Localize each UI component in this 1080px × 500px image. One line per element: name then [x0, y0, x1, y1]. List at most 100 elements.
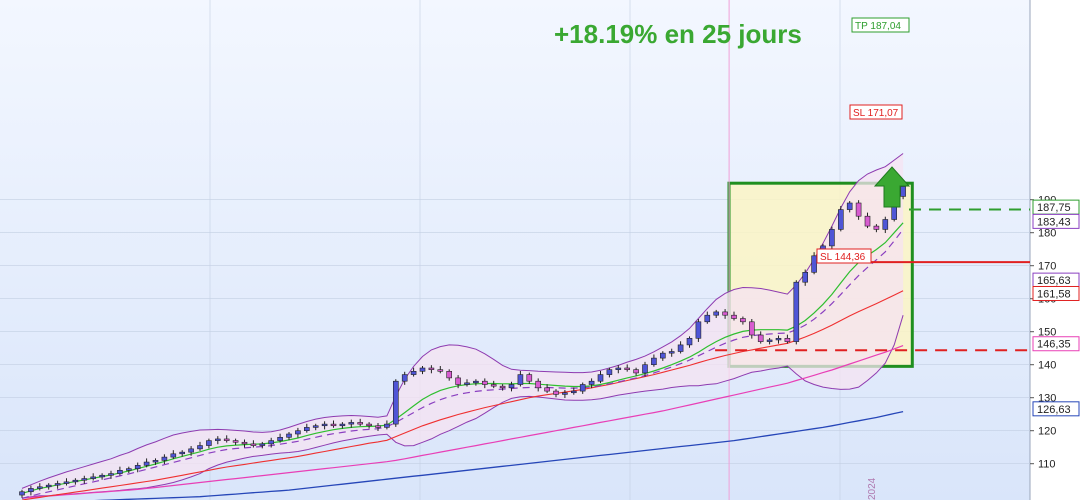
candle-body	[277, 436, 283, 441]
candle-body	[633, 369, 639, 374]
candle-body	[553, 390, 559, 395]
candle-body	[517, 374, 524, 385]
candle-body	[241, 441, 248, 445]
candle-body	[748, 321, 755, 336]
candle-body	[170, 453, 177, 458]
candle-body	[63, 481, 70, 484]
candle-body	[508, 384, 515, 389]
candle-body	[223, 438, 230, 441]
candle-body	[152, 460, 159, 463]
candle-body	[375, 425, 381, 428]
candle-body	[215, 438, 221, 441]
ma-dashed-line	[21, 229, 904, 499]
candle-body	[312, 425, 319, 428]
candle-body	[428, 367, 435, 370]
candle-body	[72, 479, 79, 483]
candle-body	[490, 384, 497, 387]
price-badge-label: 161,58	[1037, 288, 1071, 300]
candle-body	[882, 219, 889, 230]
candle-body	[615, 367, 622, 370]
candle-body	[303, 427, 310, 431]
candle-body	[668, 351, 675, 354]
candle-body	[900, 186, 906, 197]
candle-body	[473, 380, 479, 384]
candle-body	[54, 483, 61, 486]
candle-body	[579, 384, 586, 392]
tp-tag: TP 187,04	[851, 17, 910, 33]
bollinger-bands	[21, 153, 904, 499]
candle-body	[348, 422, 355, 425]
candle-body	[81, 478, 88, 481]
candle-body	[562, 392, 568, 395]
candle-body	[740, 318, 746, 323]
axis-background	[1030, 0, 1080, 500]
price-badge-label: 126,63	[1037, 404, 1071, 416]
y-tick-label: 150	[1038, 327, 1056, 339]
sl-lower-tag-box	[816, 248, 872, 264]
candle-body	[846, 202, 853, 210]
candle-body	[535, 380, 542, 389]
candle-body	[704, 314, 711, 323]
candle-body	[713, 311, 720, 316]
ma-red-line	[21, 290, 904, 500]
y-tick-label: 140	[1038, 360, 1056, 372]
candle-body	[677, 344, 684, 352]
price-badge	[1032, 213, 1080, 229]
tp-tag-label: TP 187,04	[855, 21, 901, 32]
candle-body	[419, 367, 426, 372]
candle-body	[455, 377, 461, 385]
price-badge-label: 183,43	[1037, 216, 1071, 228]
candle-body	[837, 209, 844, 230]
candle-body	[321, 423, 328, 427]
candle-body	[179, 451, 185, 455]
candle-body	[651, 357, 657, 366]
date-marker-fragment: 2024	[867, 477, 878, 500]
candle-body	[90, 476, 96, 479]
candle-body	[464, 382, 470, 385]
candle-body	[410, 370, 417, 375]
candle-body	[134, 465, 141, 469]
y-tick-label: 170	[1038, 261, 1056, 273]
candle-body	[36, 486, 43, 489]
candle-body	[864, 215, 871, 227]
candle-body	[597, 374, 604, 382]
y-tick-label: 180	[1038, 228, 1056, 240]
candle-body	[117, 469, 123, 474]
sl-upper-tag: SL 171,07	[849, 104, 903, 120]
candle-body	[339, 423, 346, 427]
candle-body	[250, 443, 257, 446]
candle-body	[481, 380, 488, 385]
candle-body	[437, 369, 444, 372]
candle-body	[197, 445, 203, 450]
candle-body	[588, 380, 595, 385]
candle-body	[802, 271, 809, 283]
candle-body	[330, 423, 337, 427]
candle-body	[757, 334, 764, 342]
buy-arrow-icon	[873, 166, 911, 208]
price-badge	[1032, 285, 1080, 301]
price-badge-label: 187,75	[1037, 202, 1071, 214]
ma-blue-line	[94, 410, 904, 500]
candle-body	[384, 423, 390, 428]
candle-body	[45, 484, 52, 488]
candle-body	[784, 337, 791, 342]
tp-tag-box	[851, 17, 910, 33]
price-badge	[1032, 401, 1080, 417]
candle-body	[766, 339, 773, 342]
candle-body	[206, 440, 212, 446]
candle-body	[624, 367, 631, 370]
ma-green-line	[21, 222, 904, 494]
ma-pink-line	[21, 345, 904, 499]
moving-averages	[21, 222, 904, 500]
bollinger-upper-line	[21, 153, 904, 489]
candle-body	[499, 385, 506, 389]
candle-body	[259, 443, 266, 446]
candle-body	[793, 281, 800, 342]
candle-body	[19, 491, 25, 496]
candle-body	[161, 456, 168, 461]
candle-body	[446, 370, 453, 379]
candle-body	[642, 364, 648, 374]
candle-body	[695, 321, 702, 339]
